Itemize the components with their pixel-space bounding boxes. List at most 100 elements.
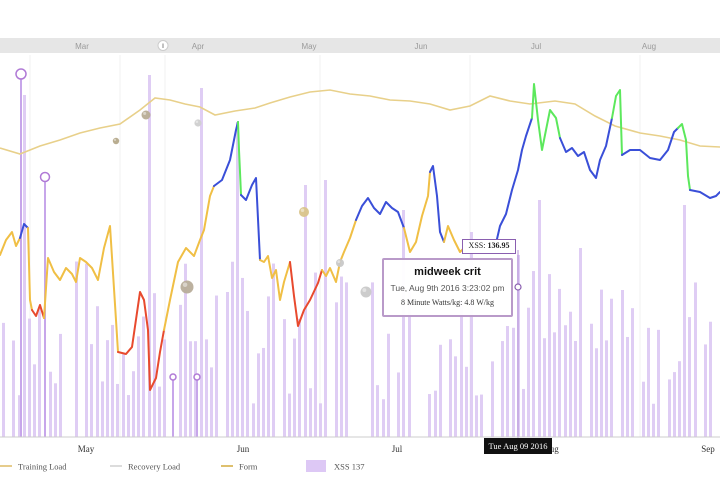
xss-bar [267,296,270,437]
xss-bar [101,381,104,437]
xss-bar [548,274,551,437]
form-segment-4 [43,225,119,353]
xss-bar [439,344,442,437]
xss-bar [465,366,468,437]
form-line [0,83,720,391]
xss-bar [397,372,400,437]
event-bubble-3 [299,207,309,217]
xss-bar [605,340,608,437]
xss-bar [18,395,21,437]
xss-bar [460,299,463,437]
legend-label: Recovery Load [128,462,181,472]
legend-item-2: Form [221,462,258,472]
xss-bar [319,403,322,437]
event-bubble-highlight [182,282,188,287]
xss-bar [12,340,15,437]
event-bubble-fill [112,137,120,145]
xss-bar [314,272,317,437]
xss-bar [387,333,390,437]
xss-bar [127,395,130,437]
xss-bar [340,276,343,437]
legend-label: Training Load [18,462,67,472]
xss-bar [610,298,613,437]
xss-bar [558,288,561,437]
xss-bar [402,210,405,437]
xss-bar [75,261,78,437]
xss-bar [200,88,203,437]
xss-bar [553,332,556,437]
form-segment-11 [289,261,323,327]
navigator-month-labels: Mar Apr May Jun Jul Aug [75,42,656,51]
form-segment-10 [259,255,291,301]
xss-bar [694,282,697,437]
xss-bar [283,319,286,437]
xss-bar [122,354,125,437]
xss-bar [454,356,457,437]
legend-swatch [306,460,326,472]
xss-bar [262,347,265,437]
event-bubble-highlight [337,260,341,263]
xss-bar [709,321,712,437]
xss-bar [179,304,182,437]
navigator-bar[interactable] [0,38,720,53]
xss-bar [652,403,655,437]
xss-bar [38,308,41,437]
xss-bar [678,361,681,437]
xss-bar [475,395,478,437]
navigator-label-apr: Apr [192,42,205,51]
selected-point[interactable] [514,283,522,291]
xss-bar [231,261,234,437]
navigator-label-mar: Mar [75,42,89,51]
activity-marker-0 [15,68,27,80]
form-segment-2 [27,227,33,311]
navigator-label-may: May [301,42,316,51]
xss-bar [33,364,36,437]
xss-bar [538,200,541,437]
event-bubbles [112,110,372,298]
xss-bar [85,263,88,437]
navigator-handle[interactable]: ‖ [157,40,169,51]
xss-bar [106,340,109,437]
activity-tooltip: midweek crit Tue, Aug 9th 2016 3:23:02 p… [382,258,513,317]
event-bubble-0 [112,137,120,145]
form-segment-18 [531,83,561,151]
form-segment-9 [240,177,261,261]
xss-bar [116,383,119,437]
activity-marker-3 [193,373,201,381]
form-segment-23 [689,189,720,199]
legend-item-0: Training Load [0,462,67,472]
tooltip-metric: 8 Minute Watts/kg: 4.8 W/kg [384,298,511,307]
activity-marker-2 [169,373,177,381]
xss-bar [449,339,452,437]
xss-bar [298,318,301,437]
legend-label: Form [239,462,258,472]
form-segment-14 [403,171,431,253]
xss-bar [532,271,535,437]
xss-bar [246,310,249,437]
training-load-path [0,89,720,155]
xss-bar [54,383,57,437]
xss-bar [158,386,161,437]
tooltip-datetime: Tue, Aug 9th 2016 3:23:02 pm [390,283,505,293]
xss-bar [371,282,374,437]
x-axis: MayJunJulAugSep [78,444,716,454]
form-segment-20 [611,89,623,156]
xss-bar [49,371,52,437]
form-segment-19 [559,117,613,179]
x-tick-sep: Sep [701,444,715,454]
form-segment-5 [117,291,165,391]
xss-bar [631,308,634,437]
event-bubble-highlight [362,288,367,293]
form-segment-17 [471,117,533,253]
form-segment-3 [31,304,45,319]
xss-bar [688,317,691,437]
xss-bar [210,367,213,437]
xss-bar [189,341,192,437]
form-segment-12 [321,219,357,283]
xss-bar [90,344,93,437]
event-bubble-fill [141,110,151,120]
form-segment-22 [677,123,691,191]
xss-bar [324,180,327,437]
xss-bar [527,307,530,437]
